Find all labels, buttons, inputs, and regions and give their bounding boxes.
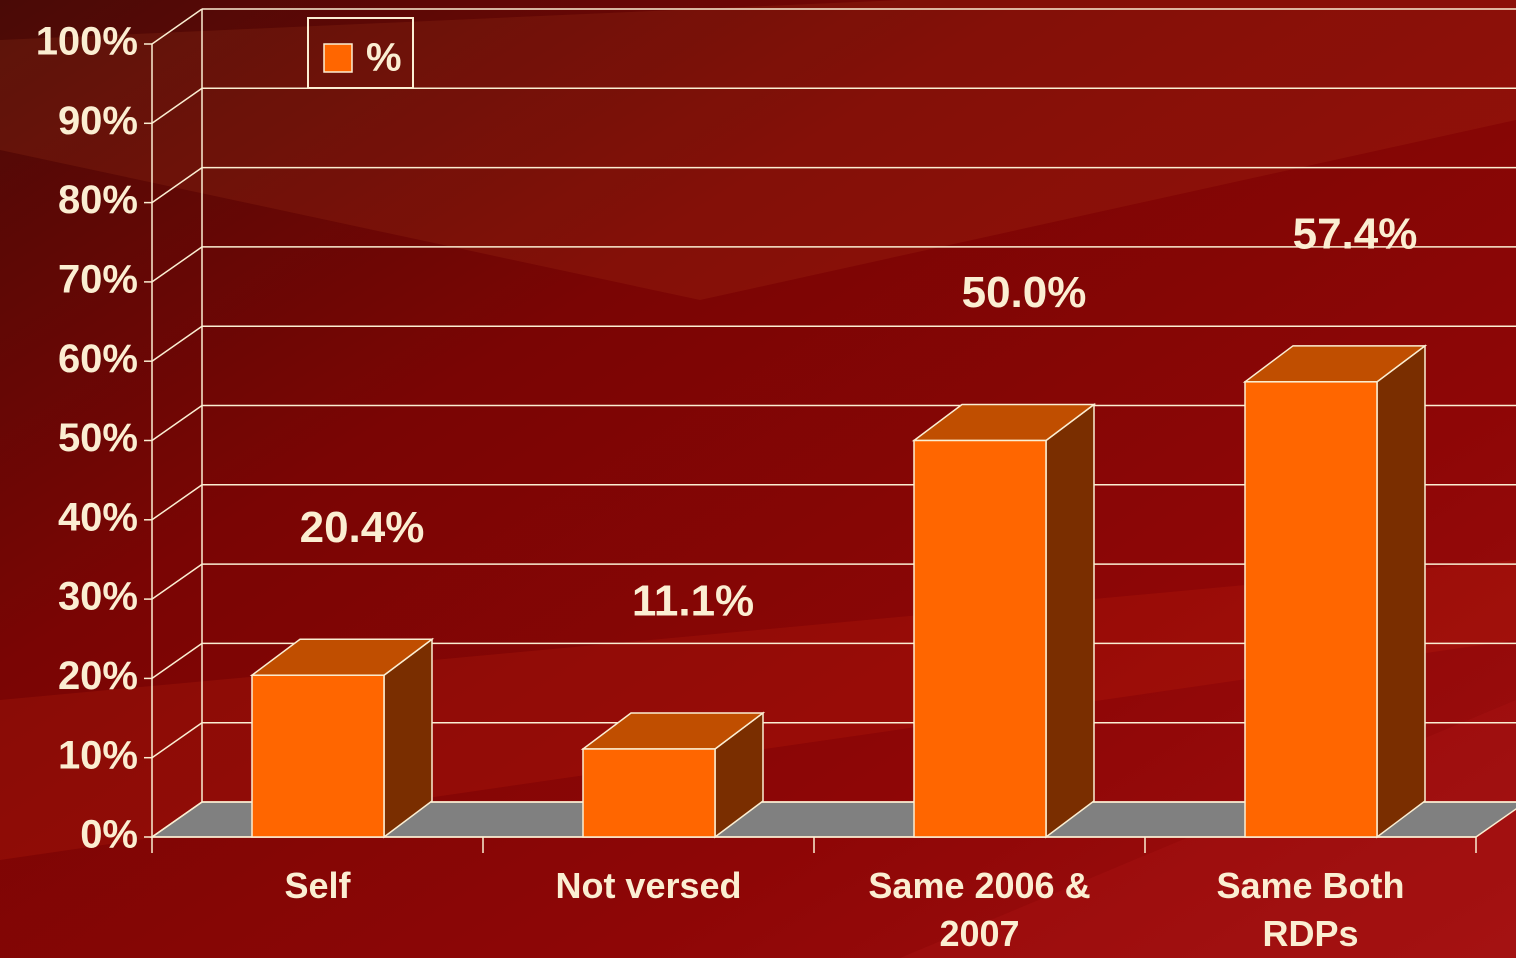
bar bbox=[249, 637, 435, 839]
grid-line-side bbox=[151, 484, 203, 521]
y-tick-label: 40% bbox=[58, 495, 138, 539]
grid-line-side bbox=[151, 642, 203, 680]
data-label: 50.0% bbox=[962, 268, 1087, 317]
bar bbox=[911, 403, 1097, 839]
bar-front bbox=[913, 439, 1047, 838]
legend: % bbox=[307, 17, 414, 89]
y-tick-label: 0% bbox=[80, 813, 138, 857]
x-tick-label: Same 2006 & 2007 bbox=[868, 865, 1091, 954]
grid-line-side bbox=[151, 563, 203, 600]
bar-side bbox=[1376, 344, 1426, 839]
grid-line-side bbox=[151, 246, 203, 283]
data-label: 11.1% bbox=[632, 577, 754, 626]
y-tick-label: 10% bbox=[58, 733, 138, 777]
grid-line-side bbox=[151, 722, 203, 759]
grid-line-side bbox=[151, 325, 203, 362]
bar-front bbox=[1244, 381, 1378, 838]
data-label: 57.4% bbox=[1293, 209, 1418, 258]
y-tick-label: 30% bbox=[58, 575, 138, 619]
legend-swatch bbox=[323, 43, 353, 73]
bar-front bbox=[582, 748, 716, 838]
grid-line-side bbox=[151, 8, 203, 45]
grid-line-side bbox=[151, 87, 203, 124]
x-tick-label: Self bbox=[284, 865, 351, 906]
y-tick-label: 20% bbox=[58, 654, 138, 698]
legend-label: % bbox=[366, 36, 402, 80]
bar-front bbox=[251, 674, 385, 838]
bar bbox=[1242, 344, 1428, 839]
y-tick-label: 60% bbox=[58, 337, 138, 381]
y-tick-label: 90% bbox=[58, 99, 138, 143]
y-tick-label: 50% bbox=[58, 416, 138, 460]
grid-line-side bbox=[151, 166, 203, 204]
legend-box bbox=[307, 17, 414, 89]
y-tick-label: 70% bbox=[58, 257, 138, 301]
y-tick-label: 80% bbox=[58, 178, 138, 222]
x-tick-label: Same Both RDPs bbox=[1216, 865, 1405, 954]
grid-line-side bbox=[151, 404, 203, 442]
x-tick-label: Not versed bbox=[555, 865, 742, 906]
data-label: 20.4% bbox=[300, 503, 425, 552]
bar bbox=[580, 711, 766, 839]
background-stripe bbox=[0, 0, 1516, 300]
bar-side bbox=[1045, 403, 1095, 839]
grid-line-side bbox=[151, 801, 203, 838]
y-tick-label: 100% bbox=[36, 20, 138, 64]
